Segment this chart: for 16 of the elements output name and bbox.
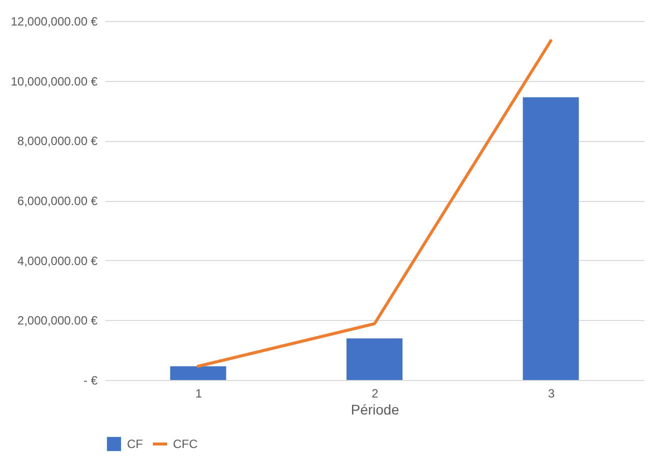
y-tick-label: 2,000,000.00 € bbox=[17, 314, 98, 328]
y-tick-label: 6,000,000.00 € bbox=[17, 194, 98, 208]
legend-label: CFC bbox=[173, 437, 198, 451]
y-tick-label: 12,000,000.00 € bbox=[10, 14, 98, 28]
x-tick-label: 1 bbox=[195, 386, 202, 400]
legend-label: CF bbox=[127, 437, 143, 451]
bar bbox=[346, 338, 402, 380]
x-tick-label: 2 bbox=[372, 386, 379, 400]
y-tick-label: 10,000,000.00 € bbox=[10, 74, 98, 88]
x-tick-label: 3 bbox=[548, 386, 555, 400]
bar bbox=[170, 366, 226, 380]
bar bbox=[522, 97, 579, 380]
y-tick-label: 8,000,000.00 € bbox=[17, 134, 98, 148]
x-axis-title: Période bbox=[350, 402, 400, 418]
y-tick-label: - € bbox=[83, 374, 98, 388]
y-tick-label: 4,000,000.00 € bbox=[17, 254, 98, 268]
